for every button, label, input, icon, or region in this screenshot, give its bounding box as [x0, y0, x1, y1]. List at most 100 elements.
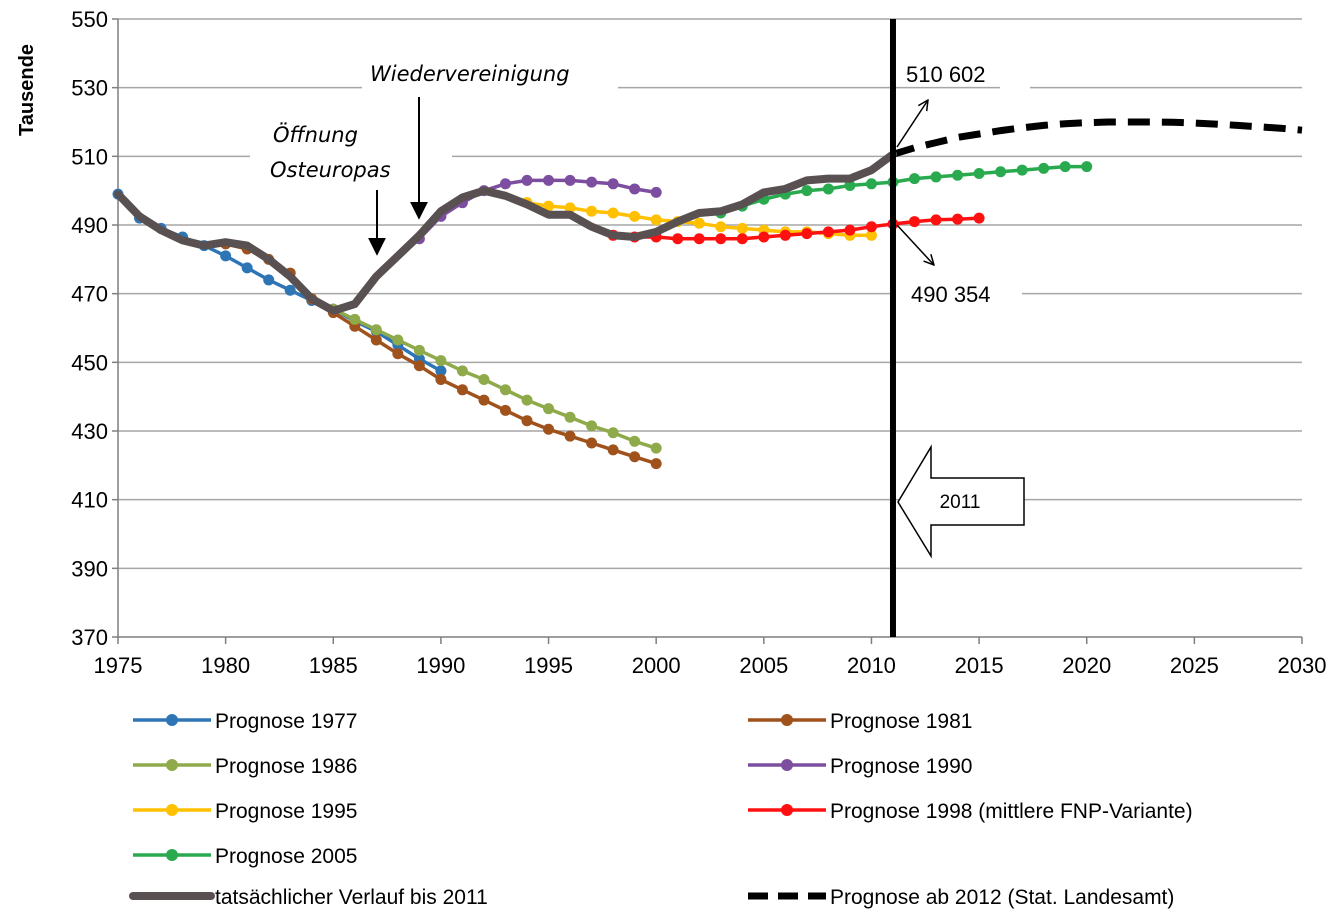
legend-prognose-1977-label: Prognose 1977 [215, 710, 357, 733]
y-tick-label: 430 [71, 419, 108, 444]
legend-prognose-1990-marker [781, 759, 793, 771]
series-prognose-2005-point [1059, 161, 1071, 173]
series-prognose-1981-point [521, 415, 533, 427]
series-prognose-1995-point [736, 222, 748, 234]
series-prognose-1998-mittlere-fnp-variante-point [822, 226, 834, 238]
series-prognose-1986-point [370, 324, 382, 336]
series-prognose-1981-point [564, 430, 576, 442]
series-prognose-1981-point [499, 404, 511, 416]
x-tick-label: 1985 [309, 653, 358, 678]
y-tick-label: 550 [71, 7, 108, 32]
series-prognose-2005-point [1016, 164, 1028, 176]
series-prognose-1977-point [241, 262, 253, 274]
legend-prognose-1981-label: Prognose 1981 [830, 710, 972, 733]
series-prognose-1998-mittlere-fnp-variante-point [779, 229, 791, 241]
series-prognose-1986-point [586, 420, 598, 432]
series-prognose-1981-point [478, 394, 490, 406]
series-prognose-1990-point [543, 174, 555, 186]
gridlines [118, 18, 1302, 570]
series-prognose-1977-point [220, 250, 232, 262]
series-prognose-1995-point [564, 202, 576, 214]
series-prognose-1986-line [332, 307, 657, 450]
series-prognose-1990-point [586, 176, 598, 188]
series-prognose-1990-point [650, 186, 662, 198]
series-prognose-1977-point [284, 284, 296, 296]
legend-tatsachlicher-verlauf-bis-2011-label: tatsächlicher Verlauf bis 2011 [215, 886, 488, 909]
series-prognose-1998-mittlere-fnp-variante-point [672, 233, 684, 245]
series-prognose-1986-point [478, 374, 490, 385]
series-prognose-1998-mittlere-fnp-variante-point [973, 212, 985, 224]
x-tick-label: 1990 [416, 653, 465, 678]
series-prognose-1986-point [521, 394, 533, 406]
series-prognose-1998-mittlere-fnp-variante-point [693, 233, 705, 245]
arrow-value-top [896, 100, 928, 148]
series-prognose-1995-point [650, 214, 662, 226]
series-prognose-1995-point [629, 210, 641, 222]
series-lines [112, 118, 1303, 470]
series-prognose-2005-point [801, 185, 813, 197]
series-prognose-2005-point [1081, 161, 1093, 173]
y-tick-label: 370 [71, 625, 108, 650]
legend-prognose-ab-2012-stat-landesamt-label: Prognose ab 2012 (Stat. Landesamt) [830, 886, 1174, 909]
x-tick-label: 2010 [847, 653, 896, 678]
annotation-oeffnung-line2: Osteuropas [270, 158, 391, 182]
series-prognose-1981-point [392, 348, 404, 360]
series-prognose-2005-point [952, 169, 964, 181]
series-prognose-1995-point [607, 207, 619, 219]
legend: Prognose 1977 Prognose 1981 Prognose 1986 P… [129, 710, 1193, 909]
series-prognose-1981-point [456, 384, 468, 396]
x-tick-label: 2030 [1278, 653, 1327, 678]
series-prognose-2005-point [844, 180, 856, 192]
annotation-value-bottom: 490 354 [911, 282, 991, 307]
series-prognose-2005-point [865, 178, 877, 190]
series-prognose-1981-point [607, 444, 619, 456]
annotation-oeffnung-line1: Öffnung [273, 122, 358, 147]
series-prognose-1995-point [715, 221, 727, 233]
series-prognose-1977-point [263, 274, 275, 286]
x-tick-label: 2005 [739, 653, 788, 678]
series-prognose-1998-mittlere-fnp-variante-point [801, 228, 813, 240]
y-tick-label: 390 [71, 556, 108, 581]
series-prognose-1990-point [521, 174, 533, 186]
x-tick-label: 2015 [955, 653, 1004, 678]
legend-prognose-1990-label: Prognose 1990 [830, 755, 972, 778]
annotation-value-top: 510 602 [906, 62, 986, 87]
series-prognose-1998-mittlere-fnp-variante-point [865, 221, 877, 233]
series-prognose-1995-point [543, 200, 555, 212]
series-prognose-1981-point [435, 374, 447, 385]
series-prognose-1998-mittlere-fnp-variante-point [758, 231, 770, 243]
tick-labels: 370 390 410 430 450 470 490 510 530 550 1975 1980 19… [71, 7, 1326, 678]
legend-prognose-1977-marker [166, 714, 178, 726]
y-axis-label: Tausende [16, 44, 38, 136]
series-prognose-1981-point [370, 334, 382, 346]
legend-prognose-1995-label: Prognose 1995 [215, 800, 357, 823]
series-prognose-1995-point [586, 205, 598, 217]
year-arrow-shape [897, 444, 1025, 559]
series-prognose-1990-point [564, 174, 576, 186]
axes [112, 18, 1303, 644]
y-tick-label: 490 [71, 213, 108, 238]
series-prognose-ab-2012-stat-landesamt-line [891, 118, 1303, 158]
series-prognose-1998-mittlere-fnp-variante-point [715, 233, 727, 245]
series-prognose-1986-point [456, 365, 468, 377]
legend-prognose-2005-label: Prognose 2005 [215, 845, 357, 868]
series-tatsachlicher-verlauf-bis-2011-line [114, 150, 897, 315]
annotations: Wiedervereinigung Öffnung Osteuropas 510 60… [270, 19, 1025, 637]
series-prognose-1986-point [564, 411, 576, 423]
legend-prognose-1998-mittlere-fnp-variante-marker [781, 804, 793, 816]
series-prognose-2005-point [909, 173, 921, 185]
series-prognose-1981-point [650, 458, 662, 470]
series-prognose-1986-point [413, 344, 425, 356]
series-prognose-1998-mittlere-fnp-variante-point [844, 224, 856, 236]
annotation-year-marker: 2011 [940, 492, 981, 513]
legend-prognose-1998-mittlere-fnp-variante-label: Prognose 1998 (mittlere FNP-Variante) [830, 800, 1193, 823]
series-prognose-1986-point [435, 355, 447, 367]
x-tick-label: 1975 [94, 653, 143, 678]
series-prognose-2005-point [930, 171, 942, 183]
series-prognose-1990-point [607, 178, 619, 190]
legend-prognose-1986-label: Prognose 1986 [215, 755, 357, 778]
y-tick-label: 410 [71, 488, 108, 513]
legend-prognose-1981-marker [781, 714, 793, 726]
series-prognose-1986-point [650, 442, 662, 454]
